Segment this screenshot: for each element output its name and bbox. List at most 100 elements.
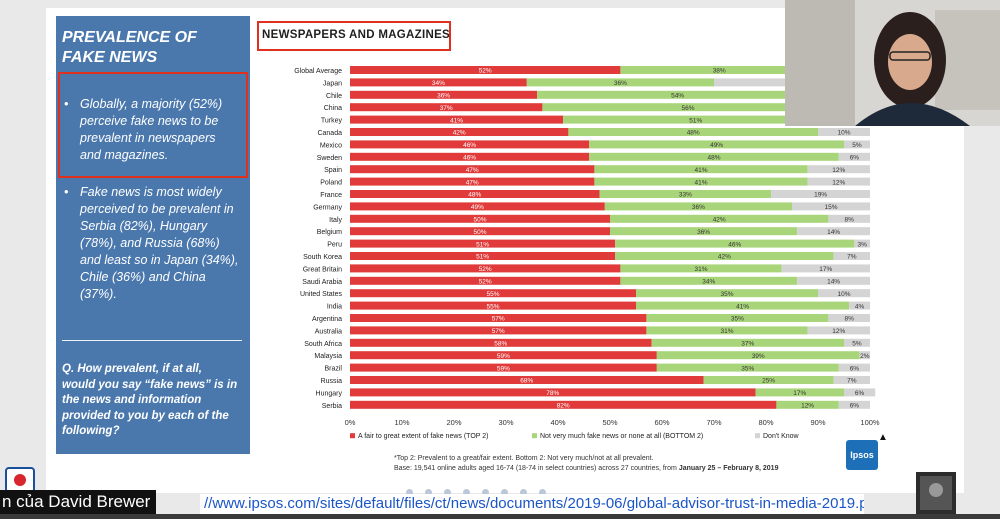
bar-segment	[807, 177, 870, 186]
data-label: 52%	[479, 68, 492, 75]
slide-pagination-dots[interactable]	[406, 483, 558, 501]
data-label: 54%	[671, 93, 684, 100]
bar-segment	[838, 363, 870, 372]
page-dot[interactable]	[520, 489, 527, 496]
source-url-link[interactable]: //www.ipsos.com/sites/default/files/ct/n…	[200, 494, 864, 514]
category-label: Serbia	[322, 403, 342, 410]
bar-segment	[350, 78, 527, 87]
bar-segment	[833, 376, 870, 384]
data-label: 47%	[466, 179, 479, 186]
data-label: 36%	[614, 80, 627, 87]
bullet2-line: perceived to be prevalent in	[80, 202, 234, 216]
participant-thumbnail[interactable]	[916, 472, 956, 514]
data-label: 6%	[850, 365, 860, 372]
category-label: Argentina	[312, 316, 342, 323]
bar-segment	[620, 66, 818, 74]
data-label: 46%	[463, 155, 476, 162]
page-dot[interactable]	[425, 489, 432, 496]
category-label: Russia	[321, 378, 343, 385]
left-text-panel: PREVALENCE OF FAKE NEWS • Globally, a ma…	[56, 16, 250, 454]
bar-segment	[350, 388, 756, 397]
bar-segment	[844, 388, 876, 397]
bar-segment	[844, 140, 870, 149]
bar-segment	[537, 90, 818, 99]
bar-segment	[771, 190, 870, 198]
webcam-video-feed	[785, 0, 1000, 126]
data-label: 41%	[694, 179, 707, 186]
data-label: 17%	[793, 390, 806, 397]
bar-segment	[604, 202, 792, 211]
legend-label: Don't Know	[763, 433, 800, 440]
data-label: 55%	[486, 291, 499, 298]
data-label: 2%	[860, 353, 870, 360]
bar-segment	[589, 152, 839, 161]
question-line: provided to you by each of the	[62, 409, 229, 422]
bar-segment	[854, 239, 870, 248]
bar-segment	[350, 314, 647, 322]
data-label: 4%	[855, 303, 865, 310]
bar-segment	[350, 66, 621, 74]
data-label: 38%	[713, 68, 726, 75]
bar-segment	[792, 202, 870, 211]
data-label: 41%	[736, 303, 749, 310]
x-tick-label: 80%	[758, 418, 773, 427]
x-tick-label: 30%	[498, 418, 513, 427]
data-label: 10%	[837, 130, 850, 137]
bar-segment	[350, 214, 610, 223]
data-label: 5%	[852, 142, 862, 149]
bullet2-line: Chile (36%) and China	[80, 270, 206, 284]
category-label: Sweden	[317, 155, 342, 162]
bar-segment	[646, 326, 808, 335]
bar-segment	[350, 152, 590, 161]
mouse-cursor-icon: ▲	[878, 432, 888, 443]
page-dot[interactable]	[463, 489, 470, 496]
bar-segment	[818, 289, 870, 298]
survey-question: Q. How prevalent, if at all, would you s…	[62, 362, 244, 440]
legend-swatch	[532, 433, 537, 439]
x-tick-label: 0%	[345, 418, 356, 427]
data-label: 51%	[689, 117, 702, 124]
bar-segment	[838, 400, 870, 409]
bar-segment	[594, 165, 808, 174]
page-dot[interactable]	[482, 489, 489, 496]
data-label: 31%	[720, 328, 733, 335]
data-label: 51%	[476, 241, 489, 248]
question-line: would you say “fake news” is in	[62, 378, 238, 391]
bullet-dot: •	[64, 97, 69, 111]
data-label: 51%	[476, 254, 489, 261]
data-label: 25%	[762, 378, 775, 385]
bar-segment	[656, 351, 860, 360]
page-dot[interactable]	[501, 489, 508, 496]
data-label: 50%	[473, 229, 486, 236]
data-label: 6%	[850, 403, 860, 410]
data-label: 10%	[837, 291, 850, 298]
bullet1-line: prevalent in newspapers	[80, 131, 216, 145]
category-label: Belgium	[317, 229, 342, 236]
page-dot[interactable]	[539, 489, 546, 496]
bar-segment	[818, 128, 870, 136]
data-label: 19%	[814, 192, 827, 199]
bar-segment	[542, 103, 834, 112]
bar-segment	[350, 301, 636, 310]
bar-segment	[350, 252, 616, 260]
chart-title-highlight	[257, 21, 451, 51]
category-label: Brazil	[324, 366, 342, 373]
question-line: following?	[62, 425, 120, 437]
page-dot[interactable]	[406, 489, 413, 496]
category-label: Chile	[326, 93, 342, 100]
bar-segment	[615, 252, 834, 260]
data-label: 37%	[741, 341, 754, 348]
data-label: 6%	[855, 390, 865, 397]
data-label: 36%	[697, 229, 710, 236]
data-label: 8%	[844, 217, 854, 224]
ipsos-logo: Ipsos	[846, 440, 878, 470]
data-label: 52%	[479, 279, 492, 286]
category-label: France	[320, 192, 342, 199]
page-dot[interactable]	[444, 489, 451, 496]
legend-swatch	[755, 433, 760, 439]
bar-segment	[620, 276, 798, 285]
data-label: 15%	[824, 204, 837, 211]
bar-segment	[350, 338, 652, 347]
data-label: 35%	[741, 365, 754, 372]
data-label: 78%	[546, 390, 559, 397]
